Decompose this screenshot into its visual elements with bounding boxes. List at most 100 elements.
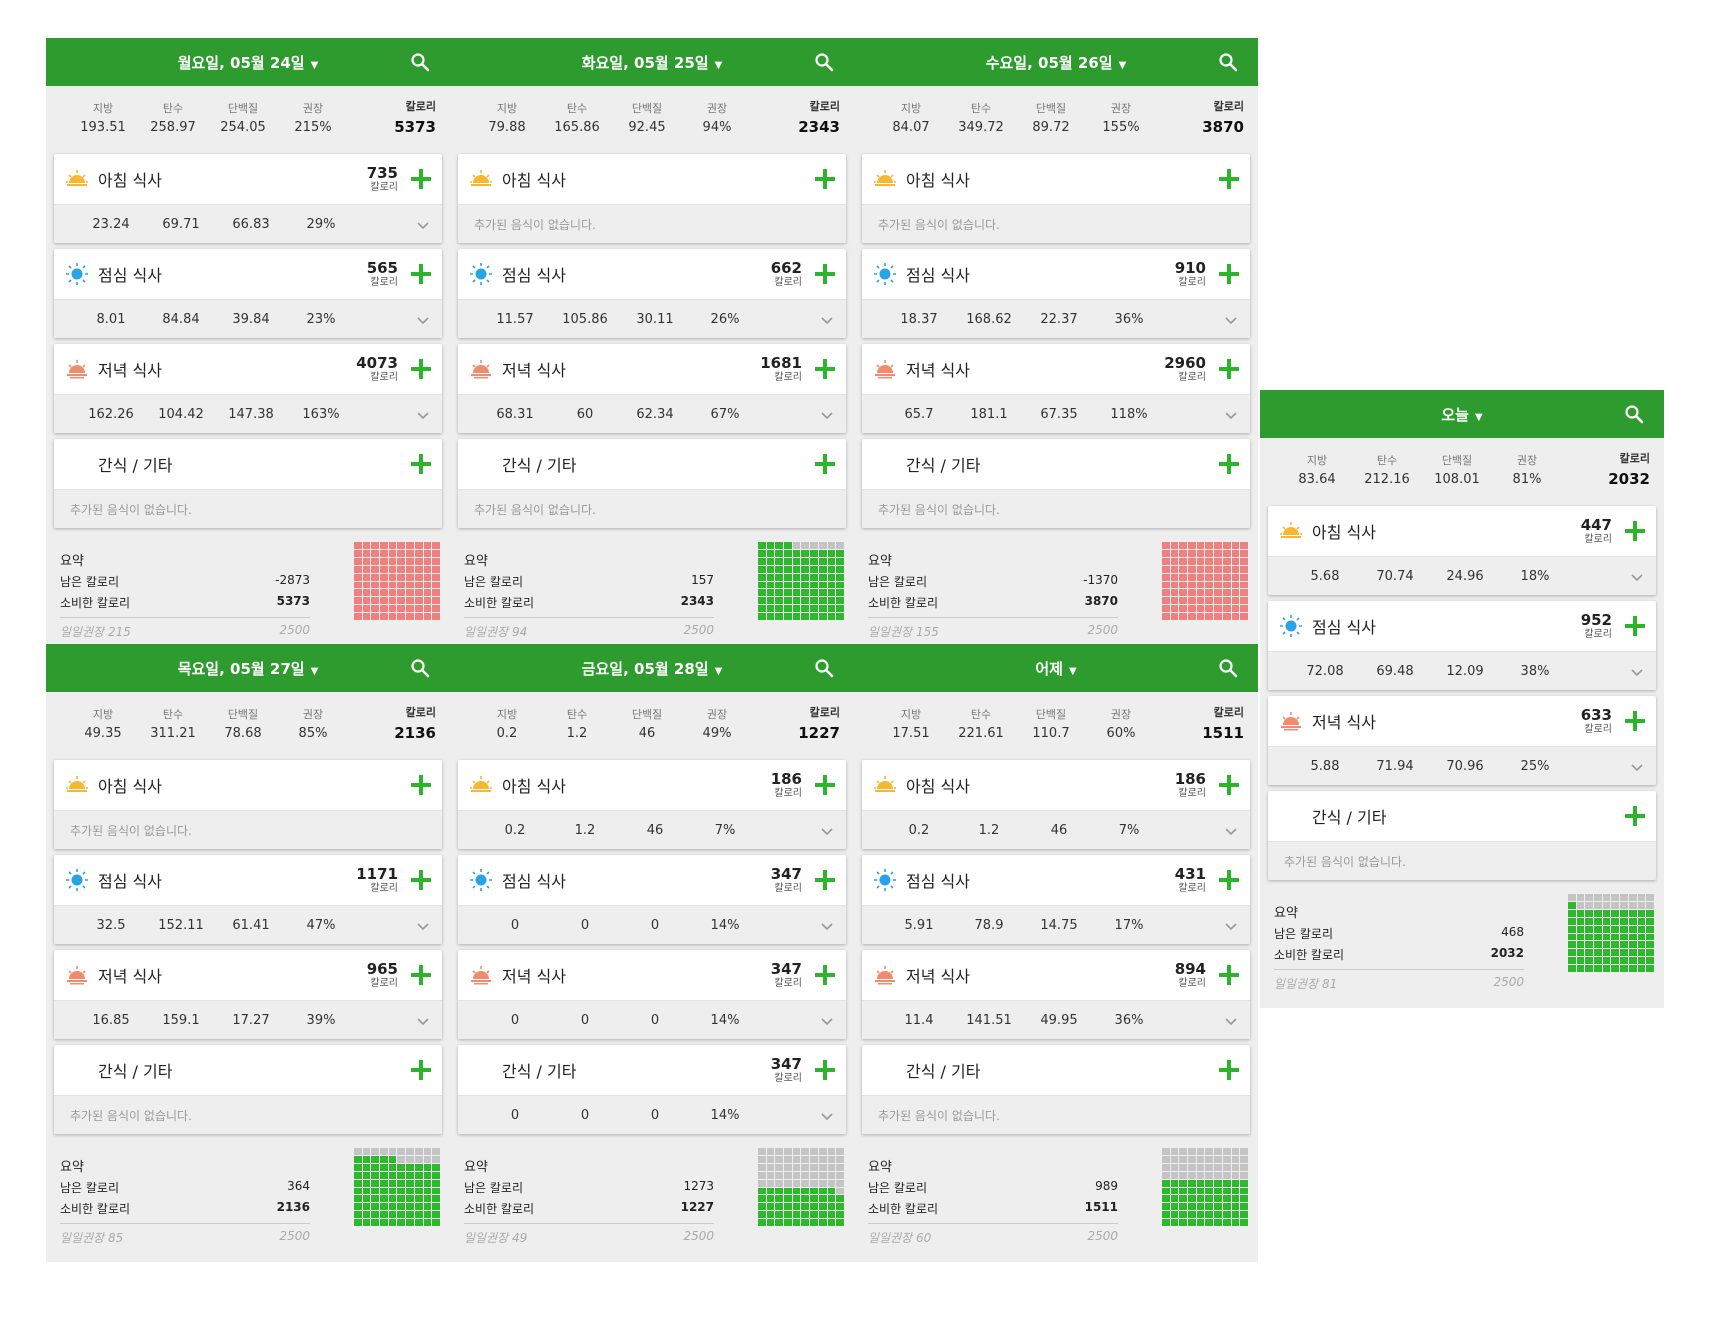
add-food-button[interactable]: [1218, 263, 1240, 285]
add-food-button[interactable]: [814, 358, 836, 380]
add-food-button[interactable]: [410, 1059, 432, 1081]
chevron-down-icon[interactable]: [1224, 1015, 1238, 1026]
add-food-button[interactable]: [1218, 774, 1240, 796]
add-food-button[interactable]: [410, 358, 432, 380]
add-food-button[interactable]: [1624, 615, 1646, 637]
chevron-down-icon[interactable]: [820, 825, 834, 836]
chevron-down-icon[interactable]: [416, 409, 430, 420]
chevron-down-icon[interactable]: [1630, 666, 1644, 677]
add-food-button[interactable]: [1218, 1059, 1240, 1081]
chevron-down-icon[interactable]: [416, 920, 430, 931]
meal-card-dinner[interactable]: 저녁 식사 1681 칼로리 68.31 60 62.34 67%: [458, 344, 846, 433]
meal-card-dinner[interactable]: 저녁 식사 633 칼로리 5.88 71.94 70.96 25%: [1268, 696, 1656, 785]
meal-card-lunch[interactable]: 점심 식사 431 칼로리 5.91 78.9 14.75 17%: [862, 855, 1250, 944]
chevron-down-icon[interactable]: [1630, 571, 1644, 582]
meal-card-snack[interactable]: 간식 / 기타 추가된 음식이 없습니다.: [862, 439, 1250, 528]
add-food-button[interactable]: [1218, 869, 1240, 891]
date-selector[interactable]: 수요일, 05월 26일 ▼: [986, 52, 1127, 73]
meal-card-snack[interactable]: 간식 / 기타 추가된 음식이 없습니다.: [862, 1045, 1250, 1134]
consumed-value: 5373: [276, 594, 310, 608]
chevron-down-icon[interactable]: [1630, 761, 1644, 772]
meal-card-lunch[interactable]: 점심 식사 565 칼로리 8.01 84.84 39.84 23%: [54, 249, 442, 338]
add-food-button[interactable]: [1218, 964, 1240, 986]
add-food-button[interactable]: [1218, 453, 1240, 475]
chevron-down-icon[interactable]: [820, 920, 834, 931]
meal-card-dinner[interactable]: 저녁 식사 894 칼로리 11.4 141.51 49.95 36%: [862, 950, 1250, 1039]
meal-card-snack[interactable]: 간식 / 기타 추가된 음식이 없습니다.: [54, 1045, 442, 1134]
date-selector[interactable]: 화요일, 05월 25일 ▼: [582, 52, 723, 73]
meal-card-snack[interactable]: 간식 / 기타 추가된 음식이 없습니다.: [1268, 791, 1656, 880]
meal-card-breakfast[interactable]: 아침 식사 추가된 음식이 없습니다.: [458, 154, 846, 243]
meal-card-snack[interactable]: 간식 / 기타 추가된 음식이 없습니다.: [54, 439, 442, 528]
progress-cell: [827, 1163, 836, 1171]
progress-cell: [1179, 557, 1188, 565]
search-icon[interactable]: [410, 52, 430, 72]
progress-cell: [1568, 894, 1576, 901]
search-icon[interactable]: [1218, 52, 1238, 72]
meal-card-snack[interactable]: 간식 / 기타 추가된 음식이 없습니다.: [458, 439, 846, 528]
chevron-down-icon[interactable]: [416, 314, 430, 325]
add-food-button[interactable]: [814, 168, 836, 190]
meal-card-breakfast[interactable]: 아침 식사 186 칼로리 0.2 1.2 46 7%: [458, 760, 846, 849]
add-food-button[interactable]: [814, 453, 836, 475]
add-food-button[interactable]: [1624, 710, 1646, 732]
date-selector[interactable]: 목요일, 05월 27일 ▼: [178, 658, 319, 679]
meal-rec: 26%: [710, 311, 740, 327]
meal-card-lunch[interactable]: 점심 식사 1171 칼로리 32.5 152.11 61.41 47%: [54, 855, 442, 944]
add-food-button[interactable]: [1624, 520, 1646, 542]
search-icon[interactable]: [814, 52, 834, 72]
meal-card-breakfast[interactable]: 아침 식사 추가된 음식이 없습니다.: [862, 154, 1250, 243]
meal-card-breakfast[interactable]: 아침 식사 추가된 음식이 없습니다.: [54, 760, 442, 849]
chevron-down-icon[interactable]: [1224, 409, 1238, 420]
date-selector[interactable]: 오늘 ▼: [1441, 404, 1482, 425]
add-food-button[interactable]: [814, 774, 836, 796]
date-selector[interactable]: 어제 ▼: [1035, 658, 1076, 679]
chevron-down-icon[interactable]: [1224, 920, 1238, 931]
chevron-down-icon[interactable]: [416, 1015, 430, 1026]
add-food-button[interactable]: [814, 964, 836, 986]
add-food-button[interactable]: [410, 964, 432, 986]
add-food-button[interactable]: [814, 1059, 836, 1081]
meal-card-breakfast[interactable]: 아침 식사 447 칼로리 5.68 70.74 24.96 18%: [1268, 506, 1656, 595]
add-food-button[interactable]: [1218, 168, 1240, 190]
chevron-down-icon[interactable]: [820, 409, 834, 420]
meal-card-dinner[interactable]: 저녁 식사 2960 칼로리 65.7 181.1 67.35 118%: [862, 344, 1250, 433]
chevron-down-icon[interactable]: [820, 1015, 834, 1026]
chevron-down-icon[interactable]: [416, 219, 430, 230]
add-food-button[interactable]: [410, 869, 432, 891]
add-food-button[interactable]: [410, 168, 432, 190]
meal-card-breakfast[interactable]: 아침 식사 735 칼로리 23.24 69.71 66.83 29%: [54, 154, 442, 243]
search-icon[interactable]: [814, 658, 834, 678]
add-food-button[interactable]: [814, 869, 836, 891]
meal-calories-value: 965: [366, 959, 398, 978]
add-food-button[interactable]: [814, 263, 836, 285]
meal-card-lunch[interactable]: 점심 식사 952 칼로리 72.08 69.48 12.09 38%: [1268, 601, 1656, 690]
date-selector[interactable]: 금요일, 05월 28일 ▼: [582, 658, 723, 679]
meal-card-dinner[interactable]: 저녁 식사 965 칼로리 16.85 159.1 17.27 39%: [54, 950, 442, 1039]
progress-cell: [423, 1195, 432, 1203]
chevron-down-icon[interactable]: [1224, 825, 1238, 836]
progress-cell: [1620, 933, 1628, 941]
progress-cell: [432, 573, 440, 581]
add-food-button[interactable]: [410, 263, 432, 285]
search-icon[interactable]: [1624, 404, 1644, 424]
add-food-button[interactable]: [1218, 358, 1240, 380]
chevron-down-icon[interactable]: [820, 314, 834, 325]
search-icon[interactable]: [1218, 658, 1238, 678]
date-selector[interactable]: 월요일, 05월 24일 ▼: [178, 52, 319, 73]
add-food-button[interactable]: [410, 774, 432, 796]
meal-card-snack[interactable]: 간식 / 기타 347 칼로리 0 0 0 14%: [458, 1045, 846, 1134]
meal-card-dinner[interactable]: 저녁 식사 347 칼로리 0 0 0 14%: [458, 950, 846, 1039]
progress-cell: [1568, 965, 1576, 972]
meal-card-dinner[interactable]: 저녁 식사 4073 칼로리 162.26 104.42 147.38 163%: [54, 344, 442, 433]
meal-card-lunch[interactable]: 점심 식사 347 칼로리 0 0 0 14%: [458, 855, 846, 944]
daily-totals: 지방 83.64 탄수 212.16 단백질 108.01 권장 81% 칼로리 2032: [1260, 438, 1664, 500]
meal-card-lunch[interactable]: 점심 식사 662 칼로리 11.57 105.86 30.11 26%: [458, 249, 846, 338]
add-food-button[interactable]: [1624, 805, 1646, 827]
meal-card-lunch[interactable]: 점심 식사 910 칼로리 18.37 168.62 22.37 36%: [862, 249, 1250, 338]
search-icon[interactable]: [410, 658, 430, 678]
chevron-down-icon[interactable]: [820, 1110, 834, 1121]
add-food-button[interactable]: [410, 453, 432, 475]
meal-card-breakfast[interactable]: 아침 식사 186 칼로리 0.2 1.2 46 7%: [862, 760, 1250, 849]
chevron-down-icon[interactable]: [1224, 314, 1238, 325]
